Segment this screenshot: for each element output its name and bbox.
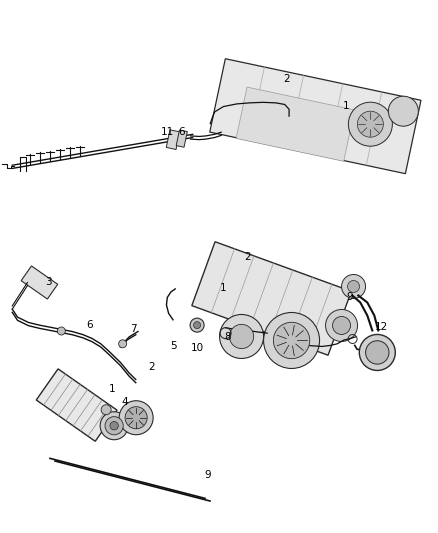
Text: 2: 2 — [244, 253, 251, 262]
Circle shape — [125, 407, 147, 429]
Text: 2: 2 — [148, 362, 155, 372]
Polygon shape — [192, 242, 351, 355]
Circle shape — [230, 325, 254, 349]
Circle shape — [190, 318, 204, 332]
Circle shape — [219, 314, 264, 359]
Text: 9: 9 — [205, 471, 212, 480]
Text: 2: 2 — [283, 74, 290, 84]
Text: 6: 6 — [178, 127, 185, 137]
Text: 8: 8 — [224, 332, 231, 342]
Text: 11: 11 — [161, 127, 174, 137]
Polygon shape — [236, 87, 355, 161]
Circle shape — [359, 335, 396, 370]
Circle shape — [273, 322, 310, 359]
Text: 7: 7 — [130, 325, 137, 334]
Text: 5: 5 — [170, 342, 177, 351]
Text: 12: 12 — [374, 322, 388, 332]
Circle shape — [119, 401, 153, 435]
Circle shape — [357, 111, 383, 137]
Text: 1: 1 — [108, 384, 115, 394]
Circle shape — [264, 312, 320, 368]
Circle shape — [100, 411, 128, 440]
Polygon shape — [176, 130, 187, 147]
Circle shape — [348, 280, 360, 293]
Polygon shape — [36, 369, 117, 441]
Circle shape — [389, 96, 418, 126]
Circle shape — [348, 102, 392, 146]
Circle shape — [57, 327, 65, 335]
Polygon shape — [166, 130, 180, 149]
Text: 1: 1 — [220, 283, 227, 293]
Circle shape — [366, 341, 389, 364]
Circle shape — [194, 321, 201, 329]
Text: 1: 1 — [343, 101, 350, 110]
Circle shape — [332, 317, 350, 335]
Circle shape — [110, 422, 118, 430]
Circle shape — [342, 274, 366, 298]
Polygon shape — [21, 266, 58, 299]
Text: 10: 10 — [191, 343, 204, 352]
Text: 4: 4 — [121, 398, 128, 407]
Circle shape — [105, 417, 123, 435]
Text: 3: 3 — [45, 278, 52, 287]
Text: 6: 6 — [86, 320, 93, 330]
Circle shape — [119, 340, 127, 348]
Text: 9: 9 — [346, 293, 353, 302]
Circle shape — [101, 405, 111, 415]
Polygon shape — [210, 59, 421, 174]
Circle shape — [325, 310, 357, 342]
